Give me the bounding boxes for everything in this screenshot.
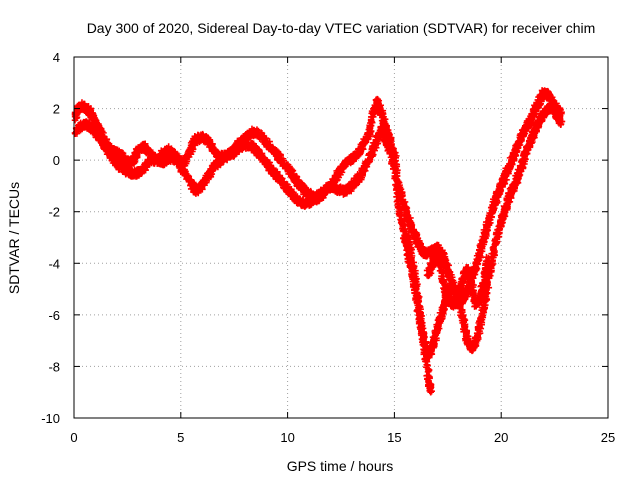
gridlines bbox=[74, 57, 608, 418]
data-series bbox=[71, 87, 566, 396]
data-point bbox=[367, 116, 375, 123]
data-point bbox=[374, 98, 382, 106]
data-point bbox=[92, 117, 100, 124]
data-point bbox=[130, 160, 138, 167]
chart-title: Day 300 of 2020, Sidereal Day-to-day VTE… bbox=[87, 20, 596, 36]
